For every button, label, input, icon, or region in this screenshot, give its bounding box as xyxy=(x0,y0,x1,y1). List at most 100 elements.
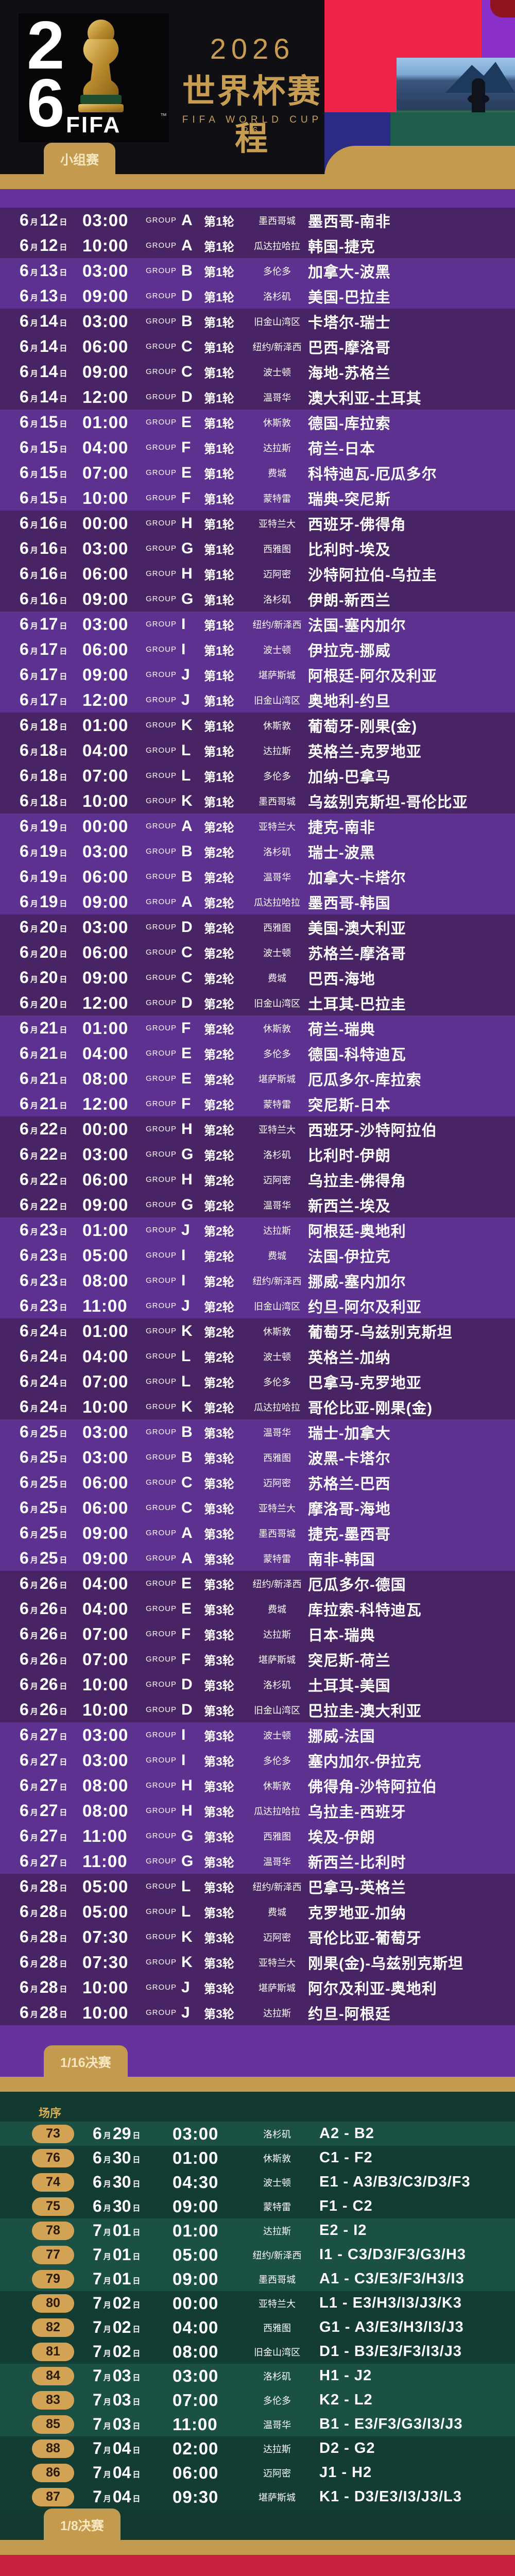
match-round: 第1轮 xyxy=(204,593,234,607)
group-word: GROUP xyxy=(146,241,177,250)
match-round: 第1轮 xyxy=(204,795,234,809)
match-group: GROUP L xyxy=(146,763,191,788)
match-row: 74 6 月 30 日 04:30 波士顿 E1 - A3/B3/C3/D3/F3 xyxy=(0,2170,515,2194)
match-row: 6 月 27 日 11:00 GROUP G 第3轮 西雅图 埃及-伊朗 xyxy=(0,1823,515,1849)
match-venue: 迈阿密 xyxy=(263,1175,291,1185)
match-date: 6 月 20 日 xyxy=(20,943,67,961)
group-word: GROUP xyxy=(146,367,177,376)
group-letter: D xyxy=(181,287,193,304)
match-group: GROUP F xyxy=(146,1091,191,1116)
match-group: GROUP C xyxy=(146,965,193,990)
match-venue: 休斯敦 xyxy=(263,1023,291,1034)
match-time: 06:00 xyxy=(82,1472,129,1492)
match-date: 6 月 16 日 xyxy=(20,589,67,608)
match-teams: 苏格兰-巴西 xyxy=(308,1476,391,1493)
date-block: 6 月 25 日 03:00 GROUP B 第3轮 温哥华 瑞士-加拿大 6 月 25 日 03:00 GR… xyxy=(0,1419,515,1571)
match-teams: 巴拉圭-澳大利亚 xyxy=(308,1703,422,1720)
match-date: 6 月 28 日 xyxy=(20,1953,67,1971)
match-date: 6 月 22 日 xyxy=(20,1170,67,1189)
match-row: 6 月 27 日 11:00 GROUP G 第3轮 温哥华 新西兰-比利时 xyxy=(0,1849,515,1874)
match-teams: 比利时-伊朗 xyxy=(308,1147,391,1164)
match-venue: 波士顿 xyxy=(263,1351,291,1362)
match-group: GROUP I xyxy=(146,1748,185,1773)
r16-band: 1/8决赛 xyxy=(0,2509,515,2555)
match-venue: 瓜达拉哈拉 xyxy=(254,241,300,251)
match-time: 03:00 xyxy=(82,261,129,280)
group-word: GROUP xyxy=(146,1175,177,1184)
group-word: GROUP xyxy=(146,1327,177,1335)
group-word: GROUP xyxy=(146,1882,177,1891)
header: 2 6 FIFA ™ 2026 世界杯赛程 FIFA WORLD CUP 26 xyxy=(0,0,515,174)
match-date: 6 月 26 日 xyxy=(20,1574,67,1592)
match-teams: D1 - B3/E3/F3/I3/J3 xyxy=(319,2343,462,2360)
match-round: 第2轮 xyxy=(204,1350,234,1364)
group-letter: F xyxy=(181,1625,191,1642)
group-letter: I xyxy=(181,1726,186,1743)
match-teams: I1 - C3/D3/F3/G3/H3 xyxy=(319,2246,466,2263)
group-letter: D xyxy=(181,1675,193,1693)
match-time: 06:00 xyxy=(82,639,129,659)
match-row: 6 月 24 日 07:00 GROUP L 第2轮 多伦多 巴拿马-克罗地亚 xyxy=(0,1369,515,1394)
seq-badge: 85 xyxy=(32,2415,74,2434)
page-subtitle: FIFA WORLD CUP 26 xyxy=(182,114,323,137)
match-group: GROUP H xyxy=(146,1116,193,1142)
group-letter: L xyxy=(181,1903,191,1920)
match-teams: 加拿大-卡塔尔 xyxy=(308,870,406,887)
match-teams: 美国-澳大利亚 xyxy=(308,920,406,937)
match-row: 6 月 17 日 06:00 GROUP I 第1轮 波士顿 伊拉克-挪威 xyxy=(0,637,515,662)
match-time: 08:00 xyxy=(82,1069,129,1088)
match-teams: 葡萄牙-刚果(金) xyxy=(308,718,417,735)
match-teams: D2 - G2 xyxy=(319,2440,375,2456)
match-round: 第2轮 xyxy=(204,1224,234,1238)
match-row: 6 月 18 日 10:00 GROUP K 第1轮 墨西哥城 乌兹别克斯坦-哥伦比亚 xyxy=(0,788,515,814)
match-venue: 旧金山湾区 xyxy=(254,998,300,1009)
group-letter: B xyxy=(181,1448,193,1466)
match-time: 04:00 xyxy=(82,437,129,457)
match-round: 第2轮 xyxy=(204,1376,234,1389)
match-time: 04:00 xyxy=(82,740,129,760)
match-group: GROUP B xyxy=(146,258,193,283)
match-time: 09:00 xyxy=(82,968,129,987)
group-word: GROUP xyxy=(146,266,177,275)
match-round: 第1轮 xyxy=(204,694,234,708)
group-word: GROUP xyxy=(146,1453,177,1462)
group-letter: J xyxy=(181,1297,190,1314)
match-time: 09:00 xyxy=(82,665,129,684)
date-block: 6 月 20 日 03:00 GROUP D 第2轮 西雅图 美国-澳大利亚 6 月 20 日 06:00 G… xyxy=(0,914,515,1015)
match-date: 6 月 16 日 xyxy=(20,564,67,583)
match-teams: H1 - J2 xyxy=(319,2367,372,2384)
match-row: 6 月 20 日 09:00 GROUP C 第2轮 费城 巴西-海地 xyxy=(0,965,515,990)
match-group: GROUP B xyxy=(146,864,193,889)
match-date: 7 月 03 日 xyxy=(93,2391,141,2409)
seq-badge: 74 xyxy=(32,2173,74,2192)
group-letter: D xyxy=(181,388,193,405)
group-word: GROUP xyxy=(146,216,177,225)
group-letter: E xyxy=(181,464,192,481)
match-time: 05:00 xyxy=(173,2245,219,2264)
match-venue: 休斯敦 xyxy=(263,1326,291,1337)
match-date: 6 月 26 日 xyxy=(20,1650,67,1668)
group-letter: E xyxy=(181,1600,192,1617)
group-word: GROUP xyxy=(146,443,177,452)
group-letter: K xyxy=(181,792,193,809)
match-time: 08:00 xyxy=(82,1775,129,1795)
group-word: GROUP xyxy=(146,1478,177,1487)
group-letter: I xyxy=(181,1246,186,1264)
match-teams: B1 - E3/F3/G3/I3/J3 xyxy=(319,2416,463,2432)
match-date: 6 月 28 日 xyxy=(20,1902,67,1921)
group-word: GROUP xyxy=(146,1756,177,1765)
group-word: GROUP xyxy=(146,1150,177,1159)
match-round: 第3轮 xyxy=(204,2007,234,2021)
match-venue: 洛杉矶 xyxy=(263,846,291,857)
match-group: GROUP J xyxy=(146,687,190,713)
match-venue: 墨西哥城 xyxy=(259,796,296,807)
group-word: GROUP xyxy=(146,1301,177,1310)
match-teams: 厄瓜多尔-德国 xyxy=(308,1577,406,1594)
match-venue: 费城 xyxy=(268,1604,286,1615)
match-time: 07:00 xyxy=(82,766,129,785)
match-round: 第2轮 xyxy=(204,1199,234,1213)
match-row: 81 7 月 02 日 08:00 旧金山湾区 D1 - B3/E3/F3/I3/J3 xyxy=(0,2340,515,2364)
match-time: 04:00 xyxy=(82,1599,129,1618)
match-round: 第2轮 xyxy=(204,1300,234,1314)
match-venue: 波士顿 xyxy=(263,645,291,655)
